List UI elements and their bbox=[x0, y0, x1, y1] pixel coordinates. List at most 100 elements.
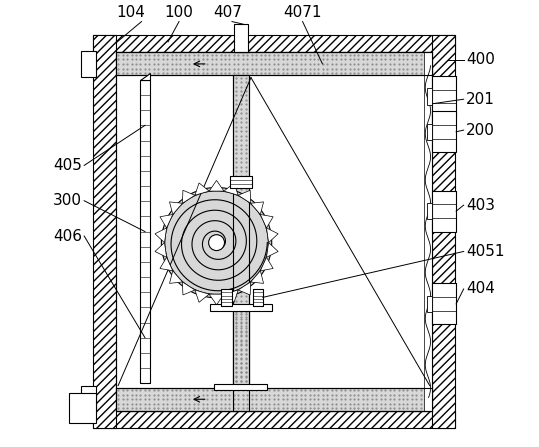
Point bbox=[154, 396, 163, 403]
Point bbox=[231, 248, 240, 255]
Point bbox=[323, 60, 331, 67]
Text: 400: 400 bbox=[466, 52, 495, 67]
Point bbox=[238, 51, 247, 58]
Point bbox=[350, 405, 358, 412]
Point bbox=[203, 405, 211, 412]
Polygon shape bbox=[432, 35, 455, 428]
Point bbox=[283, 401, 292, 408]
Point bbox=[287, 401, 296, 408]
Point bbox=[145, 391, 154, 398]
Point bbox=[421, 56, 430, 63]
Point bbox=[242, 360, 251, 367]
Point bbox=[283, 391, 292, 398]
Point bbox=[141, 70, 149, 77]
Point bbox=[194, 396, 203, 403]
Point bbox=[394, 65, 403, 72]
Point bbox=[163, 70, 171, 77]
Point bbox=[407, 401, 416, 408]
Point bbox=[190, 70, 198, 77]
Point bbox=[261, 51, 270, 58]
Point bbox=[390, 387, 398, 394]
Point bbox=[309, 70, 318, 77]
Point bbox=[332, 387, 341, 394]
Point bbox=[363, 396, 372, 403]
Point bbox=[136, 396, 145, 403]
Point bbox=[247, 51, 256, 58]
Point bbox=[314, 391, 323, 398]
Point bbox=[270, 401, 278, 408]
Point bbox=[354, 70, 363, 77]
Point bbox=[181, 387, 189, 394]
Point bbox=[190, 387, 198, 394]
Point bbox=[118, 65, 127, 72]
Point bbox=[425, 405, 434, 412]
Polygon shape bbox=[170, 202, 182, 215]
Point bbox=[358, 70, 367, 77]
Point bbox=[417, 401, 425, 408]
Point bbox=[372, 56, 381, 63]
Point bbox=[376, 396, 385, 403]
Point bbox=[242, 364, 251, 371]
Point bbox=[332, 401, 341, 408]
Polygon shape bbox=[140, 73, 150, 80]
Point bbox=[274, 70, 282, 77]
Point bbox=[252, 70, 260, 77]
Point bbox=[372, 396, 381, 403]
Point bbox=[350, 387, 358, 394]
Text: 4071: 4071 bbox=[284, 5, 322, 20]
Point bbox=[279, 405, 287, 412]
Point bbox=[332, 60, 341, 67]
Point bbox=[208, 70, 216, 77]
Point bbox=[242, 199, 251, 206]
Point bbox=[292, 396, 300, 403]
Point bbox=[242, 136, 251, 143]
Point bbox=[243, 56, 252, 63]
Point bbox=[328, 56, 336, 63]
Point bbox=[231, 336, 240, 343]
Point bbox=[363, 56, 372, 63]
Point bbox=[242, 311, 251, 318]
Point bbox=[242, 83, 251, 90]
Point bbox=[136, 60, 145, 67]
Point bbox=[231, 337, 240, 345]
Point bbox=[417, 51, 425, 58]
Point bbox=[225, 401, 234, 408]
Point bbox=[403, 401, 412, 408]
Point bbox=[412, 56, 420, 63]
Point bbox=[167, 51, 176, 58]
Point bbox=[231, 341, 240, 348]
Point bbox=[381, 65, 390, 72]
Point bbox=[234, 60, 243, 67]
Point bbox=[363, 391, 372, 398]
Point bbox=[292, 56, 300, 63]
Point bbox=[231, 368, 240, 375]
Point bbox=[309, 51, 318, 58]
Bar bbox=[140, 80, 150, 384]
Point bbox=[237, 266, 245, 273]
Point bbox=[237, 145, 245, 152]
Point bbox=[237, 74, 245, 81]
Point bbox=[394, 60, 403, 67]
Point bbox=[231, 279, 240, 287]
Point bbox=[208, 51, 216, 58]
Point bbox=[412, 51, 420, 58]
Point bbox=[231, 369, 240, 376]
Point bbox=[242, 327, 251, 334]
Point bbox=[194, 391, 203, 398]
Point bbox=[417, 396, 425, 403]
Point bbox=[274, 405, 282, 412]
Point bbox=[399, 56, 407, 63]
Point bbox=[296, 56, 305, 63]
Point bbox=[158, 56, 167, 63]
Point bbox=[252, 56, 260, 63]
Point bbox=[231, 150, 240, 157]
Point bbox=[237, 230, 245, 237]
Point bbox=[167, 401, 176, 408]
Point bbox=[208, 60, 216, 67]
Point bbox=[237, 323, 245, 330]
Point bbox=[242, 159, 251, 166]
Point bbox=[319, 56, 327, 63]
Point bbox=[287, 405, 296, 412]
Point bbox=[231, 284, 240, 291]
Point bbox=[220, 391, 229, 398]
